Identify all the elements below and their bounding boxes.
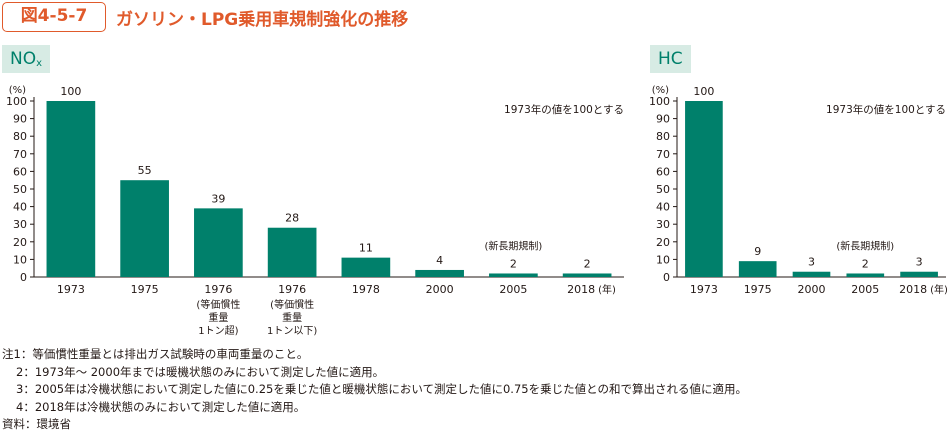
y-tick-label: 50 xyxy=(13,183,27,196)
bar xyxy=(900,271,938,277)
y-tick-label: 40 xyxy=(13,201,27,214)
y-tick-label: 10 xyxy=(13,253,27,266)
x-tick-label: 1976 xyxy=(204,283,232,296)
y-tick-label: 10 xyxy=(656,253,670,266)
y-tick-label: 40 xyxy=(656,201,670,214)
x-tick-label: 1973 xyxy=(690,283,718,296)
bar-value-label: 11 xyxy=(359,242,373,255)
y-tick-label: 0 xyxy=(663,271,670,284)
bar-value-label: 39 xyxy=(211,192,225,205)
y-tick-label: 30 xyxy=(656,218,670,231)
bar-value-label: 100 xyxy=(693,85,714,98)
bar-value-label: 28 xyxy=(285,212,299,225)
x-tick-sublabel: 重量 xyxy=(208,311,228,324)
notes-block: 注1：等価慣性重量とは排出ガス試験時の車両重量のこと。 2：1973年～ 200… xyxy=(2,346,747,434)
note-4: 4：2018年は冷機状態のみにおいて測定した値に適用。 xyxy=(16,399,306,414)
bar xyxy=(415,269,464,277)
bar xyxy=(846,273,885,277)
source-note: 資料：環境省 xyxy=(2,417,71,431)
note-1: 注1：等価慣性重量とは排出ガス試験時の車両重量のこと。 xyxy=(2,347,309,361)
nox-panel-label: NOx xyxy=(2,45,51,73)
bar-value-label: 100 xyxy=(60,85,81,98)
bar xyxy=(120,180,169,277)
x-tick-sublabel: (等価慣性 xyxy=(196,298,240,311)
bar xyxy=(194,208,243,277)
bar-value-label: 3 xyxy=(808,256,815,269)
y-tick-label: 60 xyxy=(13,165,27,178)
x-tick-label: 2000 xyxy=(426,283,454,296)
x-tick-sublabel: 1トン以下) xyxy=(267,326,317,337)
x-tick-label: 1978 xyxy=(352,283,380,296)
bar-value-label: 9 xyxy=(754,245,761,258)
y-tick-label: 20 xyxy=(13,236,27,249)
x-tick-label: 2018 xyxy=(567,283,595,296)
x-tick-label: 1975 xyxy=(131,283,159,296)
bar-value-label: 55 xyxy=(138,164,152,177)
x-tick-label: 2005 xyxy=(851,283,879,296)
y-tick-label: 70 xyxy=(656,148,670,161)
x-tick-label: 1976 xyxy=(278,283,306,296)
bar xyxy=(685,101,723,277)
chart-annotation: 1973年の値を100とする xyxy=(504,103,624,116)
note-3: 3：2005年は冷機状態において測定した値に0.25を乗じた値と暖機状態において… xyxy=(16,382,747,396)
bar xyxy=(267,227,317,277)
y-tick-label: 80 xyxy=(656,130,670,143)
bar xyxy=(46,101,96,277)
y-tick-label: 90 xyxy=(656,113,670,126)
figure-title: ガソリン・LPG乗用車規制強化の推移 xyxy=(116,10,409,30)
bar xyxy=(341,257,391,277)
y-tick-label: 80 xyxy=(13,130,27,143)
bar xyxy=(738,261,777,277)
bar-value-label: 2 xyxy=(584,257,591,270)
x-tick-label: 2018 xyxy=(899,283,927,296)
bar xyxy=(792,271,831,277)
x-tick-sublabel: (等価慣性 xyxy=(270,298,314,311)
bar-value-label: 2 xyxy=(510,257,517,270)
note-2: 2：1973年～ 2000年までは暖機状態のみにおいて測定した値に適用。 xyxy=(16,364,385,379)
figure-number-badge: 図4-5-7 xyxy=(2,2,106,32)
x-unit-label: (年) xyxy=(930,283,948,296)
y-tick-label: 100 xyxy=(649,95,670,108)
x-tick-label: 2000 xyxy=(798,283,826,296)
regime-label: (新長期規制) xyxy=(484,239,542,252)
x-tick-sublabel: 1トン超) xyxy=(198,324,238,337)
y-unit-label: (%) xyxy=(9,85,26,96)
chart-annotation: 1973年の値を100とする xyxy=(826,103,946,116)
y-tick-label: 60 xyxy=(656,165,670,178)
regime-label: (新長期規制) xyxy=(836,239,894,252)
x-tick-label: 1973 xyxy=(57,283,85,296)
bar xyxy=(489,273,538,277)
y-tick-label: 100 xyxy=(6,95,27,108)
y-tick-label: 20 xyxy=(656,236,670,249)
y-unit-label: (%) xyxy=(652,85,669,96)
y-tick-label: 90 xyxy=(13,113,27,126)
y-tick-label: 70 xyxy=(13,148,27,161)
bar xyxy=(562,273,612,277)
bar-value-label: 3 xyxy=(916,256,923,269)
hc-panel-label: HC xyxy=(650,45,691,73)
bar-value-label: 4 xyxy=(436,254,443,267)
y-tick-label: 50 xyxy=(656,183,670,196)
y-tick-label: 0 xyxy=(20,271,27,284)
x-tick-label: 2005 xyxy=(499,283,527,296)
x-tick-label: 1975 xyxy=(744,283,772,296)
x-unit-label: (年) xyxy=(598,283,616,296)
x-tick-sublabel: 重量 xyxy=(282,311,302,324)
bar-value-label: 2 xyxy=(862,257,869,270)
y-tick-label: 30 xyxy=(13,218,27,231)
